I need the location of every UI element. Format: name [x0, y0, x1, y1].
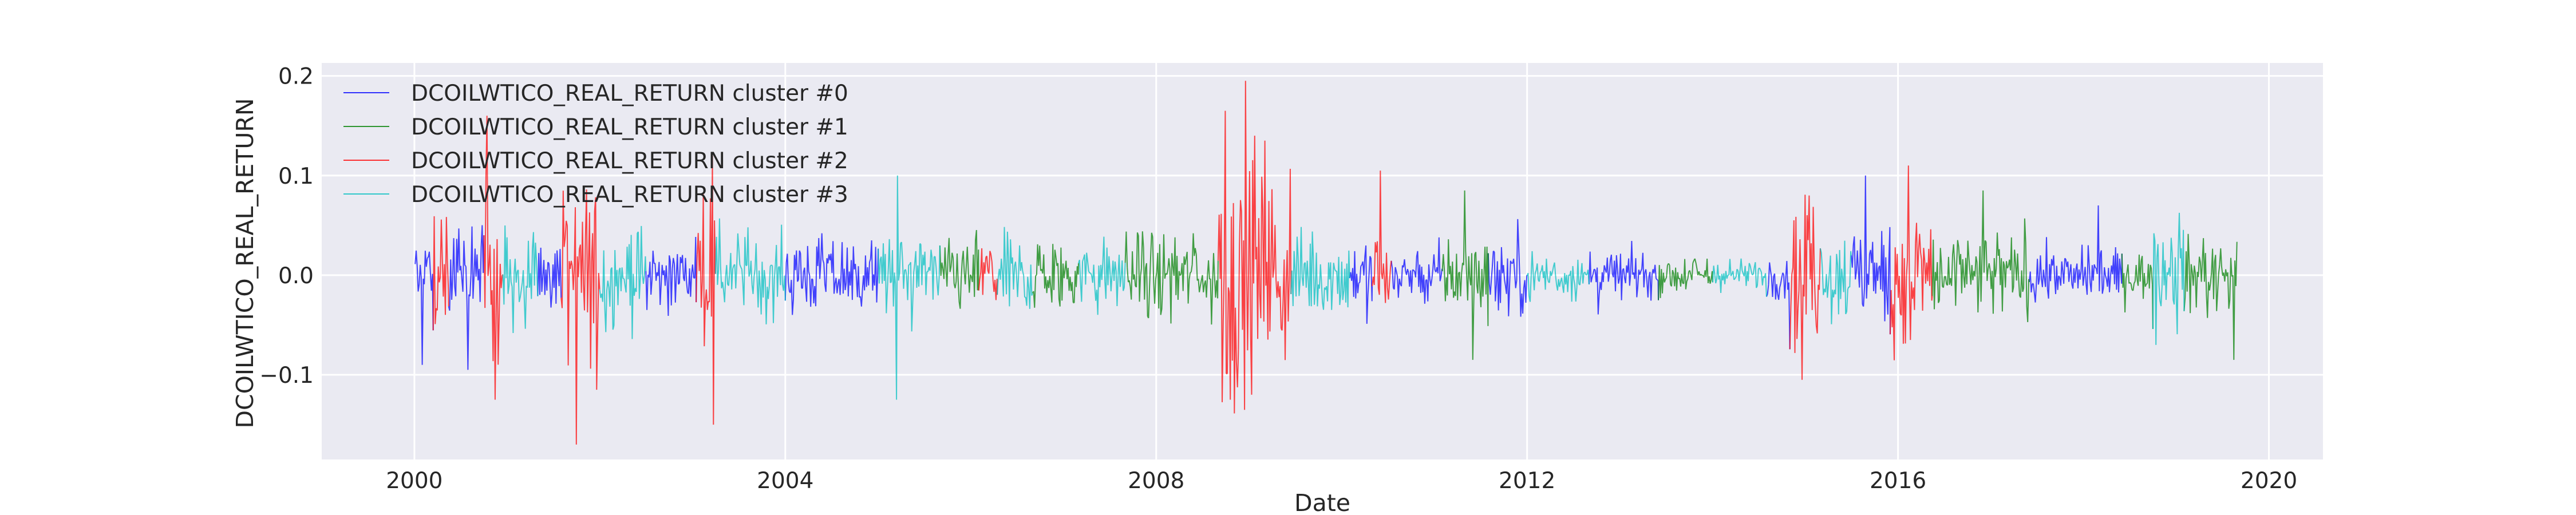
- x-tick-label: 2000: [386, 468, 442, 494]
- series-line-cluster-1: [939, 190, 2238, 360]
- y-axis-label: DCOILWTICO_REAL_RETURN: [231, 98, 259, 428]
- x-tick-label: 2020: [2241, 468, 2297, 494]
- series-line-cluster-2: [432, 81, 1933, 445]
- y-axis-ticks: −0.1 0.0 0.1 0.2: [259, 64, 314, 389]
- legend-label-cluster-3: DCOILWTICO_REAL_RETURN cluster #3: [411, 182, 848, 208]
- y-tick-label: 0.2: [278, 64, 314, 90]
- legend-label-cluster-0: DCOILWTICO_REAL_RETURN cluster #0: [411, 81, 848, 106]
- legend-label-cluster-2: DCOILWTICO_REAL_RETURN cluster #2: [411, 148, 848, 174]
- legend-label-cluster-1: DCOILWTICO_REAL_RETURN cluster #1: [411, 114, 848, 140]
- x-tick-label: 2012: [1499, 468, 1555, 494]
- series-line-cluster-0: [414, 175, 2123, 370]
- series-lines: [414, 81, 2238, 445]
- y-tick-label: 0.1: [278, 164, 314, 189]
- plot-background: [322, 63, 2323, 459]
- x-tick-label: 2004: [757, 468, 813, 494]
- series-line-cluster-3: [502, 175, 2185, 400]
- y-tick-label: −0.1: [259, 363, 314, 389]
- y-tick-label: 0.0: [278, 263, 314, 289]
- legend: DCOILWTICO_REAL_RETURN cluster #0 DCOILWT…: [343, 81, 848, 208]
- x-tick-label: 2008: [1128, 468, 1184, 494]
- x-axis-ticks: 2000 2004 2008 2012 2016 2020: [386, 468, 2297, 494]
- x-axis-label: Date: [1294, 489, 1350, 515]
- x-tick-label: 2016: [1870, 468, 1926, 494]
